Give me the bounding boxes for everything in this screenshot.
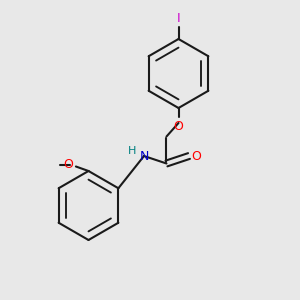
Text: O: O [191, 149, 201, 163]
Text: H: H [128, 146, 136, 157]
Text: O: O [174, 120, 183, 133]
Text: N: N [139, 149, 149, 163]
Text: O: O [64, 158, 74, 172]
Text: I: I [177, 13, 180, 26]
